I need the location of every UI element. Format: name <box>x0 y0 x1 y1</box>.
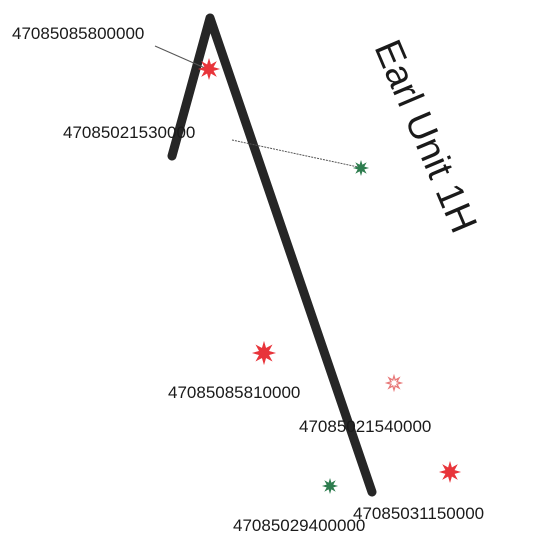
well-symbol-47085021540000[interactable] <box>384 373 404 393</box>
well-symbol-47085031150000[interactable] <box>438 460 462 484</box>
well-label: 47085085800000 <box>12 24 144 43</box>
well-lateral-path <box>167 13 377 497</box>
well-symbol-47085029400000[interactable] <box>321 477 339 495</box>
well-star-center <box>260 349 268 357</box>
well-symbol-47085085800000[interactable] <box>197 57 221 81</box>
well-label: 47085021530000 <box>63 123 195 142</box>
well-label: 47085031150000 <box>353 504 484 523</box>
well-label: 47085021540000 <box>299 417 431 436</box>
well-symbol-47085021530000[interactable] <box>352 159 370 177</box>
well-label: 47085085810000 <box>168 383 300 402</box>
well-star-center <box>327 483 333 489</box>
well-star-icon <box>384 373 404 393</box>
well-star-center <box>446 468 454 476</box>
well-star-center <box>205 65 213 73</box>
unit-name-label: Earl Unit 1H <box>366 34 485 239</box>
leader-line <box>231 139 359 168</box>
well-star-center <box>358 165 364 171</box>
leader-line <box>154 45 206 69</box>
well-label: 47085029400000 <box>233 516 365 535</box>
well-symbol-47085085810000[interactable] <box>251 340 277 366</box>
